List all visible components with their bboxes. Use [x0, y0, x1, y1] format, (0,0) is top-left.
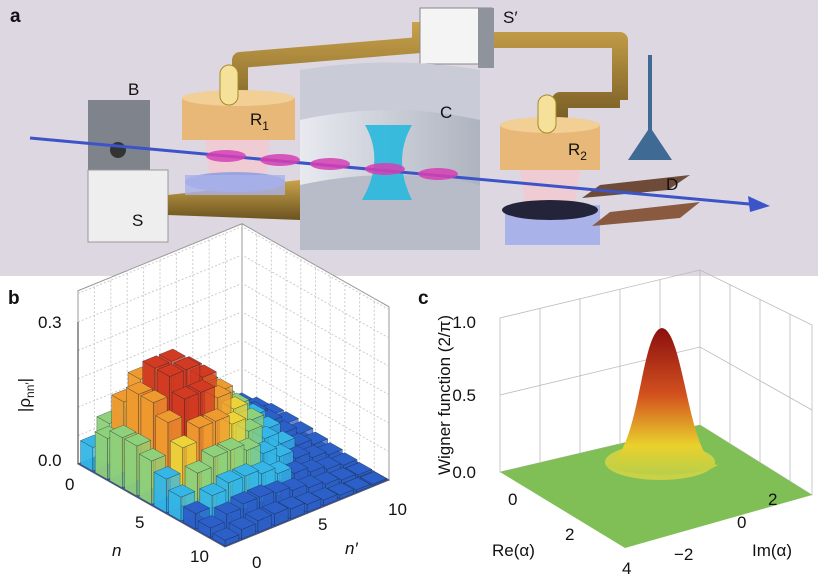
label-end: | [15, 378, 34, 382]
axis-label: Re(α) [492, 541, 535, 560]
bar-side [139, 454, 151, 504]
tick-label: 4 [622, 559, 631, 578]
label-sub: 1 [262, 119, 269, 133]
tick-label: 0.0 [38, 451, 62, 470]
tick-label: 0.3 [38, 313, 62, 332]
axis-label: Im(α) [752, 541, 792, 560]
part-label: S [132, 211, 143, 230]
part-label: C [440, 103, 452, 122]
figure: a B S′ R1 C R2 D S b 0.3 0.0 |ρnn′| 0 5 … [0, 0, 818, 580]
bar-side [95, 432, 107, 480]
part-label: D [666, 175, 678, 194]
tick-label: 0.0 [452, 463, 476, 482]
label-base: R [250, 110, 262, 129]
tick-label: 5 [318, 515, 327, 534]
tick-label: 2 [768, 490, 777, 509]
tick-label: 0 [65, 475, 74, 494]
label-base: R [568, 140, 580, 159]
tick-label: 0 [737, 513, 746, 532]
axis-label: Wigner function (2/π) [435, 315, 454, 475]
wigner-peak [605, 328, 718, 475]
label-sub: 2 [580, 149, 587, 163]
part-label: S′ [503, 8, 518, 27]
axis-label: n′ [345, 539, 358, 558]
tick-label: 0.5 [452, 386, 476, 405]
tick-label: 5 [135, 513, 144, 532]
panel-label: c [418, 288, 429, 309]
tick-label: −2 [674, 545, 693, 564]
label-sub: nn′ [23, 382, 37, 398]
bar-side [125, 439, 137, 496]
panel-label: a [10, 6, 21, 27]
tick-label: 1.0 [452, 313, 476, 332]
tick-label: 0 [508, 490, 517, 509]
tick-label: 10 [190, 547, 209, 566]
axis-label: |ρnn′| [15, 378, 37, 412]
bar-side [110, 431, 122, 488]
tick-label: 2 [565, 525, 574, 544]
axis-label: n [112, 541, 121, 560]
panel-label: b [8, 288, 20, 309]
label-base: |ρ [15, 398, 34, 412]
part-label: B [128, 80, 139, 99]
tick-label: 10 [388, 500, 407, 519]
tick-label: 0 [252, 553, 261, 572]
